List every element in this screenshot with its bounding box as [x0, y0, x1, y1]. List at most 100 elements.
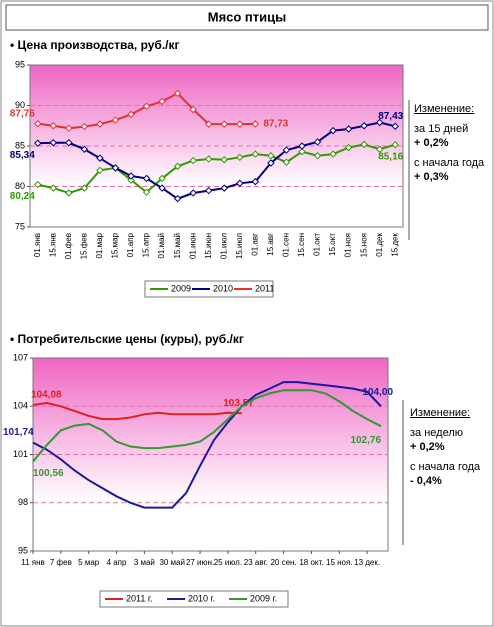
- x-tick-label: 15.мар: [111, 232, 120, 258]
- x-tick-label: 01.окт: [313, 233, 322, 256]
- point-marker: [80, 184, 89, 192]
- page-title: Мясо птицы: [208, 9, 287, 24]
- point-marker: [282, 158, 291, 166]
- x-tick-label: 15.ноя: [359, 233, 368, 257]
- point-marker: [189, 105, 197, 114]
- point-marker: [391, 140, 399, 149]
- point-marker: [251, 150, 260, 158]
- y-tick-label: 90: [15, 100, 25, 110]
- point-marker: [205, 120, 213, 128]
- point-marker: [80, 145, 89, 153]
- point-marker: [220, 184, 228, 192]
- point-marker: [34, 180, 42, 189]
- x-tick-label: 15.июл: [235, 233, 244, 259]
- point-marker: [96, 166, 104, 175]
- note-line: Изменение:: [410, 407, 471, 419]
- point-marker: [127, 110, 135, 119]
- point-marker: [96, 154, 104, 162]
- point-marker: [220, 120, 228, 128]
- point-marker: [282, 146, 291, 154]
- point-marker: [189, 156, 197, 165]
- x-tick-label: 01.апр: [126, 232, 135, 257]
- series-line: [32, 381, 382, 509]
- x-tick-label: 01.дек: [375, 233, 384, 257]
- point-marker: [236, 120, 244, 128]
- legend-box: [144, 280, 274, 298]
- point-marker: [65, 139, 73, 147]
- x-tick-label: 01.сен: [282, 233, 291, 257]
- point-marker: [298, 147, 306, 156]
- note-line: + 0,2%: [414, 137, 449, 149]
- x-tick-label: 4 апр: [107, 558, 127, 567]
- legend-label: 2011: [255, 283, 274, 293]
- y-tick-label: 95: [15, 59, 25, 69]
- point-marker: [65, 124, 73, 132]
- x-tick-label: 15.авг: [266, 233, 275, 256]
- x-tick-label: 15.дек: [390, 233, 399, 257]
- point-marker: [34, 119, 42, 128]
- point-marker: [142, 174, 151, 183]
- x-tick-label: 27 июн.: [186, 558, 214, 567]
- point-marker: [375, 118, 384, 127]
- x-tick-label: 15 ноя.: [326, 558, 353, 567]
- point-marker: [65, 189, 73, 197]
- y-tick-label: 101: [13, 449, 28, 459]
- series-line: [32, 389, 382, 463]
- value-label: 87,43: [378, 111, 403, 122]
- x-tick-label: 15.фев: [80, 233, 89, 259]
- note-line: за 15 дней: [414, 123, 469, 135]
- value-label: 102,76: [350, 435, 381, 446]
- point-marker: [49, 184, 58, 192]
- value-label: 87,76: [10, 108, 35, 119]
- x-tick-label: 13 дек.: [354, 558, 380, 567]
- x-tick-label: 23 авг.: [244, 558, 268, 567]
- point-marker: [49, 139, 58, 147]
- point-marker: [142, 102, 151, 111]
- x-tick-label: 15.янв: [48, 233, 57, 257]
- value-label: 101,74: [3, 427, 34, 438]
- point-marker: [267, 152, 275, 160]
- x-tick-label: 11 янв: [21, 558, 45, 567]
- point-marker: [111, 164, 120, 172]
- x-tick-label: 18 окт.: [299, 558, 323, 567]
- note-line: Изменение:: [414, 103, 475, 115]
- y-tick-label: 75: [15, 221, 25, 231]
- note-line: + 0,2%: [410, 441, 445, 453]
- x-tick-label: 15.июн: [204, 233, 213, 259]
- x-tick-label: 3 май: [134, 558, 155, 567]
- legend-label: 2011 г.: [126, 593, 153, 603]
- point-marker: [267, 159, 275, 167]
- x-tick-label: 01.май: [157, 233, 166, 259]
- point-marker: [329, 150, 337, 158]
- value-label: 80,24: [10, 191, 35, 202]
- x-tick-label: 15.сен: [297, 233, 306, 257]
- note-line: за неделю: [410, 427, 464, 439]
- point-marker: [205, 186, 213, 195]
- y-tick-label: 95: [18, 545, 28, 555]
- note-line: + 0,3%: [414, 171, 449, 183]
- value-label: 85,16: [378, 151, 403, 162]
- chart-title: • Потребительские цены (куры), руб./кг: [10, 332, 244, 346]
- value-label: 85,34: [10, 150, 35, 161]
- point-marker: [96, 120, 104, 128]
- point-marker: [127, 176, 135, 184]
- x-tick-label: 01.авг: [250, 233, 259, 256]
- series-line: [32, 401, 242, 421]
- point-marker: [80, 122, 89, 131]
- point-marker: [391, 122, 399, 131]
- note-line: - 0,4%: [410, 475, 442, 487]
- point-marker: [173, 89, 182, 98]
- legend-label: 2010 г.: [188, 593, 215, 603]
- point-marker: [313, 138, 322, 146]
- x-tick-label: 30 май: [159, 558, 185, 567]
- legend-label: 2010: [213, 283, 233, 293]
- point-marker: [298, 142, 306, 150]
- legend-label: 2009 г.: [250, 593, 277, 603]
- note-line: с начала года: [414, 157, 485, 169]
- point-marker: [158, 174, 166, 183]
- point-marker: [360, 122, 368, 130]
- value-label: 104,08: [31, 390, 62, 401]
- note-line: с начала года: [410, 461, 481, 473]
- point-marker: [158, 97, 166, 106]
